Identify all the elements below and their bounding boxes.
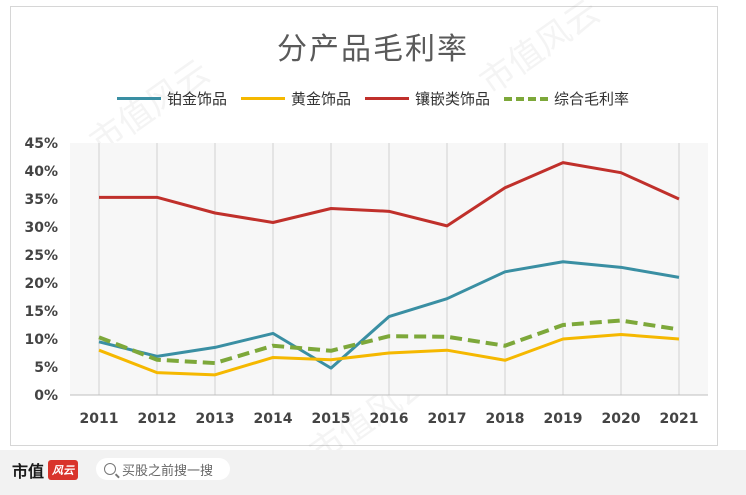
y-tick-label: 0% [34,388,58,404]
y-tick-label: 5% [34,360,58,376]
legend-label: 黄金饰品 [290,90,351,108]
legend-label: 镶嵌类饰品 [415,90,491,108]
search-placeholder: 买股之前搜一搜 [122,463,214,479]
x-tick-label: 2018 [486,411,525,427]
legend-swatch [504,96,549,101]
series-line-1 [98,260,680,370]
y-tick-label: 40% [24,164,58,180]
series-line-4 [98,318,680,366]
x-tick-label: 2017 [428,411,467,427]
x-tick-label: 2019 [544,411,583,427]
y-tick-label: 35% [24,192,58,208]
search-input[interactable]: 买股之前搜一搜 [96,458,230,480]
legend-item: 铂金饰品 [116,88,227,109]
brand-logo[interactable]: 市值 风云 [12,458,79,482]
x-tick-label: 2015 [312,411,351,427]
legend-swatch [240,97,285,100]
legend-label: 铂金饰品 [166,90,227,108]
x-tick-label: 2014 [254,411,293,427]
chart-title: 分产品毛利率 [277,32,469,67]
series-line-2 [98,333,680,377]
legend-item: 镶嵌类饰品 [365,88,490,109]
chart-legend: 铂金饰品 黄金饰品 镶嵌类饰品 综合毛利率 [0,88,746,109]
search-icon [104,463,116,475]
y-tick-label: 45% [24,136,58,152]
y-tick-label: 30% [24,220,58,236]
legend-item: 综合毛利率 [504,88,629,109]
x-tick-label: 2011 [80,411,119,427]
legend-swatch [116,97,161,100]
x-tick-label: 2016 [370,411,409,427]
brand-text: 市值 [12,462,45,481]
x-tick-label: 2021 [660,411,699,427]
y-tick-label: 25% [24,248,58,264]
x-tick-label: 2013 [196,411,235,427]
brand-logo-mark: 风云 [48,460,79,480]
x-tick-label: 2012 [138,411,177,427]
y-tick-label: 10% [24,332,58,348]
x-tick-label: 2020 [602,411,641,427]
y-tick-label: 15% [24,304,58,320]
y-tick-label: 20% [24,276,58,292]
series-line-3 [99,161,680,228]
legend-swatch [365,97,409,100]
legend-label: 综合毛利率 [554,90,630,108]
legend-item: 黄金饰品 [240,88,351,109]
